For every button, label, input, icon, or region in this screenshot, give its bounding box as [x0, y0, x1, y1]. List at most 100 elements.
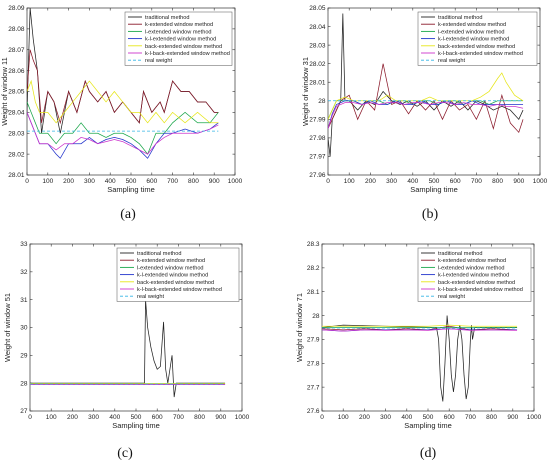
y-tick-label: 30 — [20, 325, 28, 332]
x-tick-label: 300 — [386, 178, 397, 185]
legend-entry: k-extended window method — [145, 22, 213, 28]
x-tick-label: 900 — [507, 414, 518, 421]
panel-label: (b) — [422, 207, 439, 222]
x-tick-label: 600 — [152, 414, 163, 421]
x-tick-label: 1000 — [235, 414, 250, 421]
legend-entry: traditional method — [137, 251, 181, 257]
x-tick-label: 100 — [338, 414, 349, 421]
panel-label: (d) — [420, 446, 437, 461]
y-tick-label: 27.97 — [309, 154, 326, 161]
x-axis-label: Sampling time — [404, 421, 452, 430]
series-line-k-l-back-extended-window-method — [27, 112, 219, 155]
y-tick-label: 28.08 — [8, 26, 25, 33]
x-tick-label: 600 — [444, 414, 455, 421]
y-tick-label: 27.9 — [307, 337, 320, 344]
y-tick-label: 28.04 — [8, 110, 25, 117]
y-tick-label: 27.98 — [309, 135, 326, 142]
y-tick-label: 28.01 — [8, 172, 25, 179]
y-axis-label: Weight of window 51 — [3, 293, 12, 362]
y-tick-label: 28.07 — [8, 47, 25, 54]
x-tick-label: 400 — [401, 414, 412, 421]
y-tick-label: 27.7 — [307, 384, 320, 391]
legend-entry: l-extended window method — [137, 265, 204, 271]
x-tick-label: 100 — [344, 178, 355, 185]
legend-entry: k-l-back-extended window method — [145, 51, 230, 57]
y-tick-label: 31 — [20, 297, 28, 304]
x-tick-label: 400 — [407, 178, 418, 185]
legend-box — [124, 11, 233, 66]
series-line-back-extended-window-method — [322, 324, 518, 327]
legend-entry: back-extended window method — [438, 44, 515, 50]
legend-entry: l-extended window method — [145, 29, 212, 35]
legend-box — [417, 247, 532, 302]
x-tick-label: 500 — [429, 178, 440, 185]
x-axis-label: Sampling time — [112, 421, 160, 430]
y-tick-label: 27.96 — [309, 172, 326, 179]
chart-panel-3: 0 100 200 300 400 500 600 700 800 900 1000 27 28 29 30… — [3, 241, 250, 461]
legend-entry: real weight — [438, 58, 465, 64]
panel-label: (c) — [117, 446, 133, 461]
legend-entry: real weight — [145, 58, 172, 64]
panel-label: (a) — [120, 207, 136, 222]
x-tick-label: 1000 — [527, 414, 542, 421]
y-tick-label: 28 — [312, 313, 320, 320]
x-tick-label: 0 — [320, 414, 324, 421]
legend-entry: real weight — [137, 294, 164, 300]
y-tick-label: 28.04 — [309, 24, 326, 31]
x-tick-label: 600 — [450, 178, 461, 185]
y-tick-label: 28 — [318, 98, 326, 105]
x-tick-label: 800 — [194, 414, 205, 421]
x-tick-label: 100 — [46, 414, 57, 421]
legend-entry: k-extended window method — [438, 22, 506, 28]
series-line-traditional-method — [322, 315, 518, 402]
legend-entry: k-l-extended window method — [438, 273, 509, 279]
x-tick-label: 300 — [84, 178, 95, 185]
legend-entry: traditional method — [438, 251, 482, 257]
legend-entry: k-l-extended window method — [438, 37, 509, 43]
y-axis-label: Weight of window 71 — [295, 293, 304, 362]
x-tick-label: 1000 — [533, 178, 548, 185]
x-tick-label: 900 — [209, 178, 220, 185]
y-tick-label: 32 — [20, 269, 28, 276]
x-tick-label: 900 — [513, 178, 524, 185]
legend-entry: k-l-extended window method — [137, 273, 208, 279]
y-tick-label: 28.2 — [307, 265, 320, 272]
series-line-k-extended-window-method — [27, 49, 219, 125]
x-tick-label: 900 — [215, 414, 226, 421]
x-tick-label: 700 — [465, 414, 476, 421]
y-tick-label: 28.09 — [8, 5, 25, 12]
y-tick-label: 28.02 — [309, 61, 326, 68]
y-tick-label: 28.05 — [8, 89, 25, 96]
legend-entry: traditional method — [438, 15, 482, 21]
x-tick-label: 100 — [42, 178, 53, 185]
chart-panel-4: 0 100 200 300 400 500 600 700 800 900 1000 27.6 27.7… — [295, 241, 542, 461]
y-axis-label: Weight of window 11 — [0, 57, 9, 126]
legend-entry: real weight — [438, 294, 465, 300]
x-tick-label: 500 — [126, 178, 137, 185]
x-tick-label: 400 — [109, 414, 120, 421]
legend-entry: back-extended window method — [137, 280, 214, 286]
x-tick-label: 200 — [63, 178, 74, 185]
x-tick-label: 800 — [188, 178, 199, 185]
y-tick-label: 28.06 — [8, 68, 25, 75]
legend-entry: k-l-back-extended window method — [137, 287, 222, 293]
x-tick-label: 500 — [131, 414, 142, 421]
x-tick-label: 700 — [167, 178, 178, 185]
y-tick-label: 27.6 — [307, 408, 320, 415]
x-tick-label: 0 — [25, 178, 29, 185]
legend-entry: k-extended window method — [438, 258, 506, 264]
x-tick-label: 400 — [105, 178, 116, 185]
y-tick-label: 28.05 — [309, 5, 326, 12]
chart-panel-1: 0 100 200 300 400 500 600 700 800 900 1000 28.01 28.… — [0, 5, 243, 222]
x-tick-label: 800 — [492, 178, 503, 185]
x-axis-label: Sampling time — [107, 185, 155, 194]
legend-entry: k-l-back-extended window method — [438, 51, 523, 57]
x-tick-label: 200 — [365, 178, 376, 185]
legend-entry: l-extended window method — [438, 265, 505, 271]
legend-entry: k-l-extended window method — [145, 37, 216, 43]
y-tick-label: 28.1 — [307, 289, 320, 296]
x-tick-label: 700 — [471, 178, 482, 185]
legend-entry: l-extended window method — [438, 29, 505, 35]
x-tick-label: 0 — [28, 414, 32, 421]
series-line-k-l-back-extended-window-method — [322, 328, 518, 332]
